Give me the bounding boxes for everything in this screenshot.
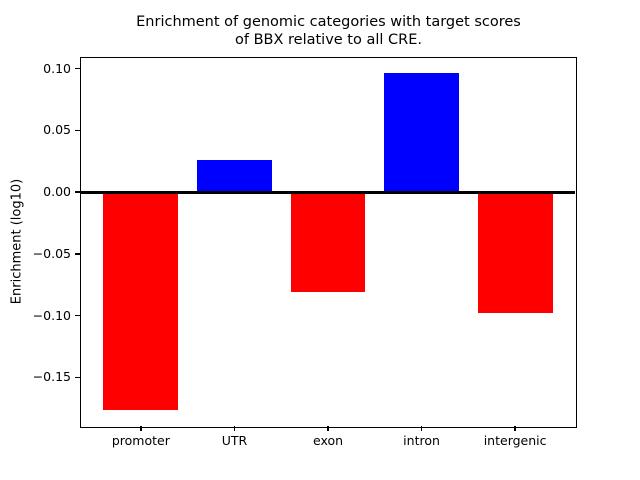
y-tick-label: 0.10 — [43, 60, 71, 76]
zero-line — [81, 190, 575, 194]
y-tick-mark — [75, 191, 80, 193]
y-tick-mark — [75, 67, 80, 70]
x-tick-label-UTR: UTR — [221, 433, 248, 448]
y-tick-label: −0.05 — [32, 245, 71, 261]
chart-title-line-1: Enrichment of genomic categories with ta… — [136, 14, 521, 30]
y-axis-label: Enrichment (log10) — [9, 178, 25, 304]
x-tick-label-promoter: promoter — [111, 433, 170, 448]
x-tick-label-intergenic: intergenic — [483, 433, 547, 448]
chart-title: Enrichment of genomic categories with ta… — [81, 13, 576, 49]
x-tick-label-intron: intron — [403, 433, 440, 448]
y-tick-mark — [75, 314, 80, 317]
bar-intergenic — [477, 192, 553, 314]
x-tick-mark — [514, 426, 516, 431]
x-tick-mark — [420, 426, 423, 431]
y-tick-mark — [75, 129, 80, 131]
bar-promoter — [103, 192, 179, 410]
y-tick-label: −0.10 — [32, 307, 71, 323]
bar-UTR — [197, 159, 272, 193]
x-tick-mark — [233, 426, 236, 431]
x-tick-mark — [327, 426, 329, 431]
x-tick-label-exon: exon — [312, 433, 344, 448]
bar-exon — [290, 192, 366, 293]
y-tick-label: −0.15 — [32, 369, 71, 385]
y-tick-mark — [75, 253, 80, 255]
y-tick-label: 0.05 — [43, 122, 71, 138]
x-tick-mark — [140, 426, 142, 431]
bar-intron — [384, 73, 459, 193]
y-tick-mark — [75, 376, 80, 379]
chart-title-line-2: of BBX relative to all CRE. — [234, 32, 422, 48]
y-tick-label: 0.00 — [43, 184, 71, 200]
